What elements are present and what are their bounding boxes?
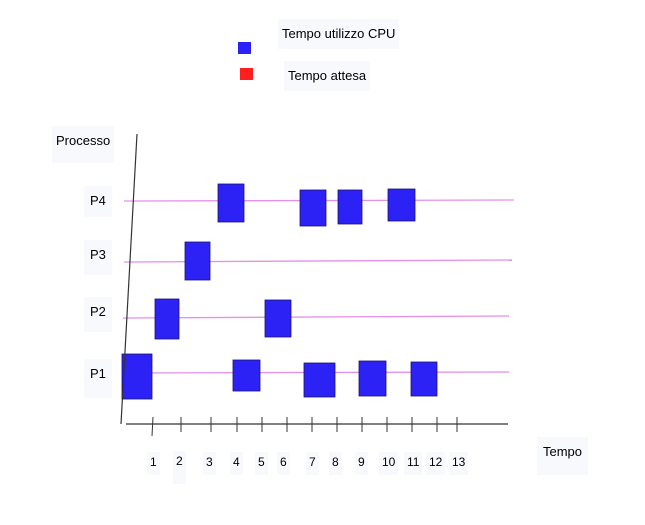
x-tick-label-4: 4 [230,452,243,475]
cpu-block-p1-2 [232,359,261,392]
x-tick-label-8: 8 [329,452,342,475]
x-tick-label-9: 9 [355,452,368,475]
process-label-p2: P2 [84,297,112,332]
x-tick-label-3: 3 [203,452,216,475]
cpu-block-p3-1 [184,241,211,281]
process-line-p2 [122,315,510,319]
cpu-block-p1-3 [303,362,336,398]
x-tick-label-10: 10 [379,452,399,475]
cpu-block-p1-1 [121,353,153,400]
cpu-block-p2-1 [154,298,180,340]
x-axis-label: Tempo [537,437,589,475]
process-line-p3 [123,259,513,263]
legend-cpu-label: Tempo utilizzo CPU [278,19,400,49]
cpu-block-p4-4 [387,188,416,222]
process-label-p3: P3 [84,240,112,275]
x-tick-label-1: 1 [147,452,160,475]
x-tick-label-7: 7 [306,452,319,475]
x-tick-label-5: 5 [255,452,268,475]
process-label-p4: P4 [84,186,112,217]
cpu-block-p4-3 [337,189,363,225]
x-tick-label-13: 13 [449,452,469,475]
legend-wait-swatch [240,68,253,80]
x-tick-label-11: 11 [404,452,423,475]
legend-wait-label: Tempo attesa [284,61,371,91]
cpu-block-p4-1 [217,183,245,223]
y-axis-line [120,133,138,425]
cpu-block-p4-2 [299,189,327,227]
x-tick-1 [151,416,154,437]
process-label-p1: P1 [84,359,112,398]
x-tick-label-12: 12 [426,452,446,475]
y-axis-label: Processo [52,126,115,163]
cpu-block-p1-4 [358,360,387,397]
cpu-block-p1-5 [410,361,438,397]
x-tick-label-2: 2 [173,451,186,484]
cpu-block-p2-2 [264,299,292,338]
legend-cpu-swatch [238,42,251,54]
x-tick-label-6: 6 [277,452,290,475]
